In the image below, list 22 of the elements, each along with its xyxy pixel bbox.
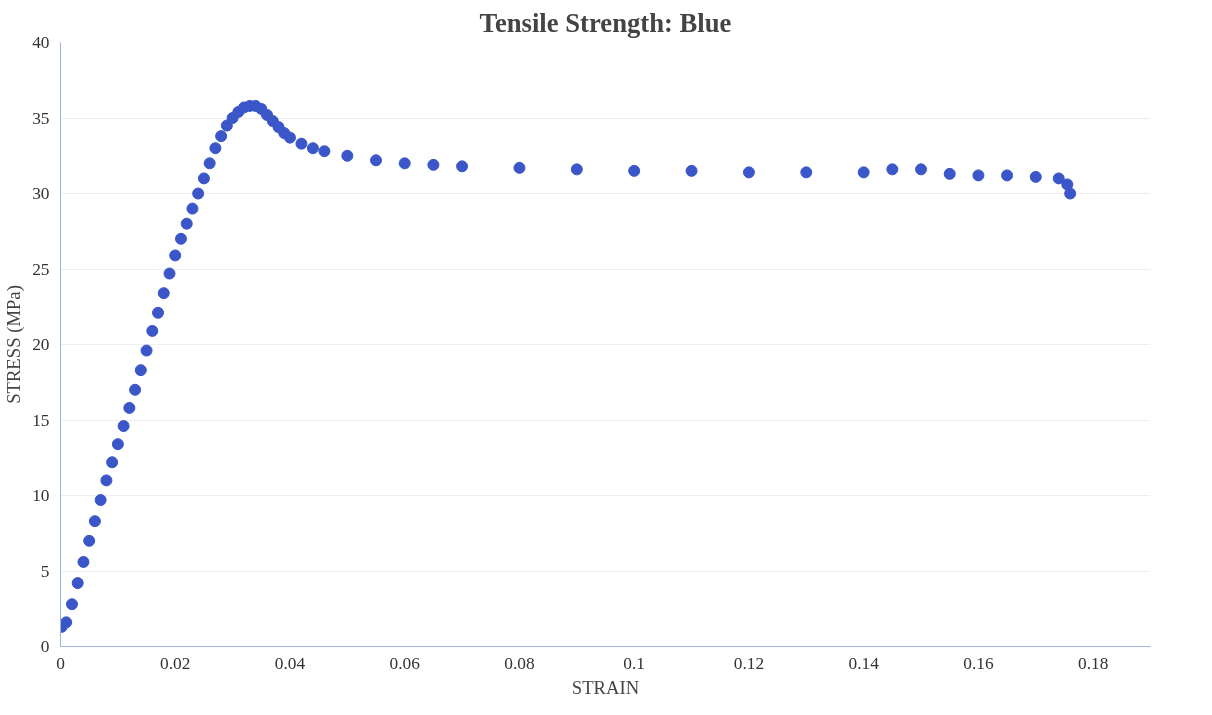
y-tick-label: 10 [32,486,50,505]
x-tick-label: 0.08 [504,653,535,673]
y-tick-label: 5 [40,561,50,581]
y-axis-title: STRESS (MPa) [3,285,26,404]
y-tick-label: 40 [32,33,50,52]
y-tick-label: 15 [32,410,50,430]
x-tick-label: 0.16 [963,653,994,673]
x-tick-label: 0.18 [1077,653,1109,673]
x-tick-label: 0.12 [733,653,765,673]
x-tick-label: 0.1 [623,653,646,673]
x-tick-label: 0 [56,653,65,673]
x-tick-label: 0.06 [389,653,421,673]
y-tick-label: 30 [32,184,50,203]
y-tick-label: 20 [32,335,50,354]
x-tick-label: 0.04 [274,653,306,673]
y-tick-label: 0 [40,637,50,656]
y-tick-label: 35 [32,108,50,128]
x-tick-label: 0.02 [160,653,191,673]
x-tick-label: 0.14 [848,653,880,673]
chart-title: Tensile Strength: Blue [479,7,732,38]
y-tick-label: 25 [32,259,50,279]
x-axis-title: STRAIN [571,676,640,698]
